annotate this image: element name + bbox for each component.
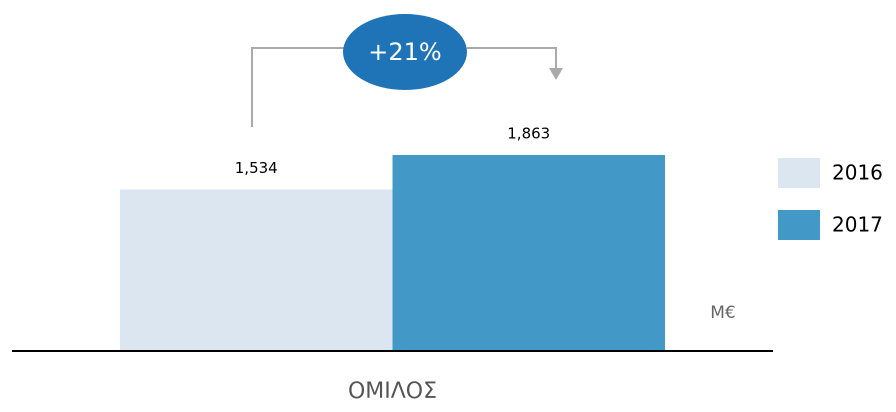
unit-label: M€ [710,303,735,323]
bar [120,189,393,350]
x-tick-label: ΟΜΙΛΟΣ [348,379,437,404]
annotation: +21% [368,38,441,66]
arrowhead [549,68,563,80]
bar [392,155,665,350]
bracket-left [251,47,345,127]
legend-swatch [778,210,820,240]
data-label: 1,534 [235,159,278,177]
legend-label: 2016 [832,161,883,185]
legend-label: 2017 [832,213,883,237]
data-label: 1,863 [507,125,550,143]
annotation-bubble [343,14,467,90]
legend-swatch [778,158,820,188]
bracket-right [467,47,557,68]
